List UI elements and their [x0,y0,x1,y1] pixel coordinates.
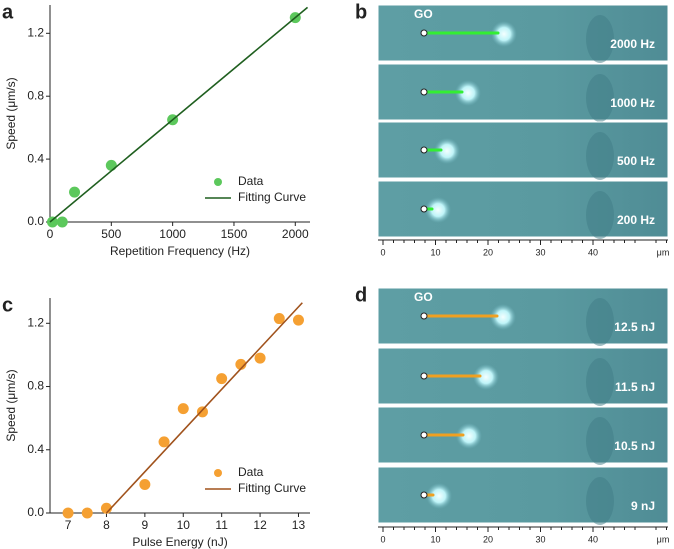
go-label: GO [414,7,433,21]
frame-label: 500 Hz [617,154,655,168]
y-tick-label: 0.4 [27,151,44,165]
data-point [46,216,58,228]
data-point [56,216,68,228]
shadow [586,298,614,346]
shadow [586,15,614,63]
data-point [292,314,304,326]
data-point [158,436,170,448]
y-tick-label: 0.8 [27,88,44,102]
data-point [273,313,285,325]
legend-swatch [214,469,222,477]
scale-tick-label: 20 [483,534,493,544]
scale-tick-label: 20 [483,247,493,257]
shadow [586,74,614,122]
particle [456,423,482,449]
legend-label: Data [238,465,264,479]
x-tick-label: 1000 [159,227,186,241]
data-point [196,406,208,418]
start-marker [420,29,428,37]
particle [425,197,451,223]
frame-label: 10.5 nJ [614,439,655,453]
start-marker [420,312,428,320]
scale-tick-label: 40 [588,247,598,257]
shadow [586,132,614,180]
data-point [177,403,189,415]
start-marker [420,431,428,439]
scale-tick-label: 0 [380,534,385,544]
frame-label: 1000 Hz [610,96,655,110]
fit-line [105,302,303,514]
start-marker [420,88,428,96]
y-tick-label: 0.0 [27,505,44,519]
particle [434,138,460,164]
scale-tick-label: 0 [380,247,385,257]
particle [490,304,516,330]
x-tick-label: 0 [47,227,54,241]
shadow [586,477,614,525]
data-point [69,186,81,198]
scale-tick-label: 10 [430,247,440,257]
y-tick-label: 0.4 [27,442,44,456]
scale-tick-label: 30 [535,247,545,257]
shadow [586,417,614,465]
x-tick-label: 8 [103,518,110,532]
y-tick-label: 1.2 [27,315,44,329]
start-marker [420,146,428,154]
go-label: GO [414,290,433,304]
data-point [216,373,228,385]
data-point [62,507,74,519]
panel-label: b [355,1,367,23]
legend-label: Fitting Curve [238,481,306,495]
x-tick-label: 7 [65,518,72,532]
shadow [586,191,614,239]
data-point [105,159,117,171]
start-marker [420,205,428,213]
shadow [586,358,614,406]
x-tick-label: 2000 [282,227,309,241]
data-point [139,479,151,491]
start-marker [420,491,428,499]
frame-label: 12.5 nJ [614,320,655,334]
x-tick-label: 13 [292,518,306,532]
particle [455,80,481,106]
frame-label: 200 Hz [617,213,655,227]
scale-unit: μm [657,534,670,544]
y-tick-label: 1.2 [27,25,44,39]
y-tick-label: 0.0 [27,214,44,228]
x-axis-label: Pulse Energy (nJ) [132,535,227,549]
data-point [254,352,266,364]
x-tick-label: 11 [215,518,228,532]
start-marker [420,372,428,380]
data-point [81,507,93,519]
fit-line [49,6,309,223]
scale-tick-label: 30 [535,534,545,544]
frame-label: 11.5 nJ [615,380,655,394]
x-tick-label: 9 [142,518,149,532]
frame-label: 9 nJ [631,499,655,513]
y-axis-label: Speed (μm/s) [4,369,18,441]
x-tick-label: 1500 [221,227,248,241]
x-tick-label: 12 [253,518,267,532]
particle [473,364,499,390]
particle [491,21,517,47]
panel-label: c [2,294,13,316]
data-point [235,358,247,370]
scale-unit: μm [657,247,670,257]
panel-label: a [2,1,14,23]
x-tick-label: 10 [177,518,191,532]
y-tick-label: 0.8 [27,379,44,393]
frame-label: 2000 Hz [610,37,655,51]
scale-tick-label: 10 [430,534,440,544]
legend-label: Fitting Curve [238,190,306,204]
particle [426,483,452,509]
legend-label: Data [238,174,264,188]
x-tick-label: 500 [101,227,121,241]
panel-label: d [355,284,367,306]
y-axis-label: Speed (μm/s) [4,77,18,149]
legend-swatch [214,178,222,186]
x-axis-label: Repetition Frequency (Hz) [110,244,250,258]
scale-tick-label: 40 [588,534,598,544]
